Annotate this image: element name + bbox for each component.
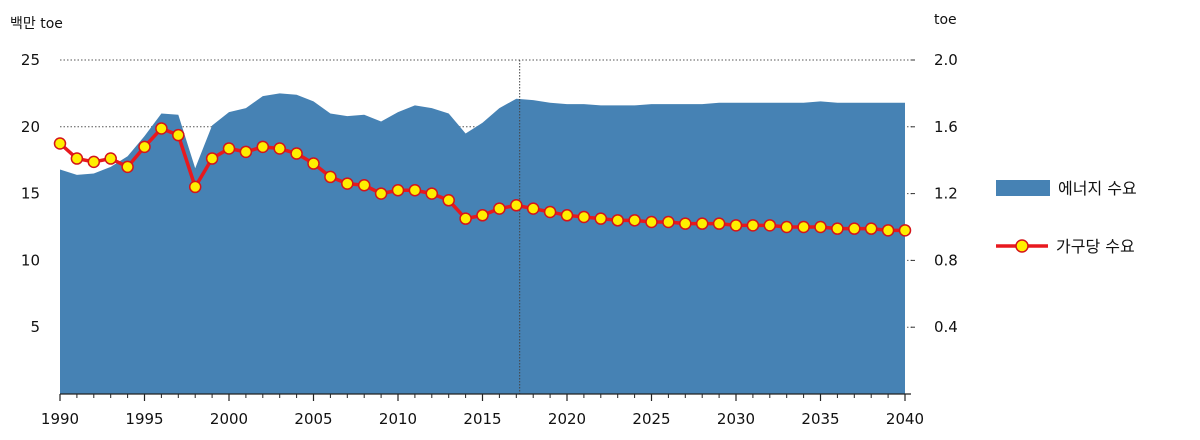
y-right-tick-label-0.4: 0.4 [934, 318, 958, 336]
y-left-tick-label-20: 20 [21, 118, 40, 136]
household-demand-point-2022 [594, 212, 608, 225]
x-tick-label-2030: 2030 [717, 410, 755, 428]
x-tick-label-2000: 2000 [210, 410, 248, 428]
household-demand-point-1992 [87, 155, 101, 169]
household-demand-point-2004 [290, 147, 303, 160]
household-demand-point-2008 [357, 179, 371, 192]
energy-demand-area [60, 93, 905, 395]
household-demand-point-2031 [746, 219, 760, 232]
household-demand-point-2036 [831, 222, 844, 235]
legend: 에너지 수요 가구당 수요 [996, 179, 1137, 256]
x-tick-label-2035: 2035 [801, 410, 839, 428]
household-demand-point-2026 [662, 215, 675, 229]
household-demand-point-2005 [307, 157, 320, 170]
household-demand-point-1999 [205, 152, 219, 165]
household-demand-point-2040 [898, 224, 912, 237]
household-demand-point-2034 [797, 220, 810, 234]
x-tick-label-1990: 1990 [41, 410, 79, 428]
household-demand-point-1994 [121, 160, 134, 174]
household-demand-point-2018 [526, 202, 540, 215]
x-tick-label-2015: 2015 [463, 410, 501, 428]
household-demand-point-2029 [712, 217, 726, 230]
y-right-tick-label-1.6: 1.6 [934, 118, 958, 136]
household-demand-line-layer [53, 122, 912, 237]
household-demand-point-2030 [729, 219, 743, 232]
y-right-tick-label-1.2: 1.2 [934, 185, 958, 203]
x-tick-label-2040: 2040 [886, 410, 924, 428]
y-left-tick-label-15: 15 [21, 185, 40, 203]
household-demand-point-2035 [814, 220, 827, 234]
household-demand-point-2016 [493, 202, 506, 215]
household-demand-point-2032 [763, 219, 777, 232]
y-right-tick-label-2.0: 2.0 [934, 51, 958, 69]
household-demand-point-2012 [425, 187, 439, 200]
x-tick-label-2005: 2005 [294, 410, 332, 428]
left-axis-unit: 백만 toe [10, 16, 63, 32]
household-demand-point-2024 [628, 214, 641, 227]
household-demand-point-2001 [239, 145, 253, 159]
household-demand-point-1998 [188, 180, 202, 194]
y-left-tick-label-5: 5 [30, 318, 40, 336]
legend-swatch-energy-demand [996, 180, 1050, 196]
household-demand-point-1996 [155, 122, 168, 135]
household-demand-point-2025 [645, 215, 658, 229]
household-demand-point-2000 [222, 142, 236, 155]
x-tick-label-2010: 2010 [379, 410, 417, 428]
household-demand-point-1993 [104, 152, 117, 165]
household-demand-point-1997 [172, 128, 185, 142]
household-demand-point-2011 [408, 184, 422, 197]
household-demand-point-2033 [780, 220, 793, 234]
household-demand-point-1991 [70, 152, 84, 165]
household-demand-point-2014 [459, 212, 472, 225]
household-demand-point-2002 [256, 140, 270, 154]
household-demand-point-2039 [881, 224, 895, 237]
household-demand-point-2037 [848, 222, 861, 235]
legend-label-energy-demand: 에너지 수요 [1058, 179, 1137, 198]
energy-demand-area-layer [60, 93, 905, 395]
legend-swatch-household-demand-marker [1015, 239, 1029, 253]
household-demand-point-2023 [611, 214, 624, 227]
household-demand-point-2009 [374, 187, 388, 200]
household-demand-point-2021 [577, 210, 591, 224]
y-left-tick-label-25: 25 [21, 51, 40, 69]
household-demand-point-2020 [560, 209, 574, 222]
right-axis-unit: toe [934, 12, 957, 28]
household-demand-point-2027 [679, 217, 692, 230]
household-demand-point-2028 [695, 217, 709, 230]
household-demand-point-2019 [543, 205, 557, 219]
y-left-tick-label-10: 10 [21, 251, 40, 269]
y-right-tick-label-0.8: 0.8 [934, 251, 958, 269]
household-demand-point-2006 [324, 170, 337, 184]
household-demand-point-1995 [138, 140, 151, 154]
x-tick-label-1995: 1995 [125, 410, 163, 428]
legend-label-household-demand: 가구당 수요 [1056, 237, 1135, 256]
x-tick-label-2020: 2020 [548, 410, 586, 428]
household-demand-point-2010 [391, 184, 405, 197]
household-demand-point-2003 [273, 142, 286, 155]
household-demand-point-1990 [53, 137, 67, 150]
household-demand-point-2015 [476, 209, 489, 222]
household-demand-point-2013 [442, 194, 455, 207]
x-tick-label-2025: 2025 [632, 410, 670, 428]
household-demand-point-2007 [341, 177, 354, 190]
household-demand-point-2038 [864, 222, 878, 235]
household-demand-point-2017 [510, 199, 523, 212]
